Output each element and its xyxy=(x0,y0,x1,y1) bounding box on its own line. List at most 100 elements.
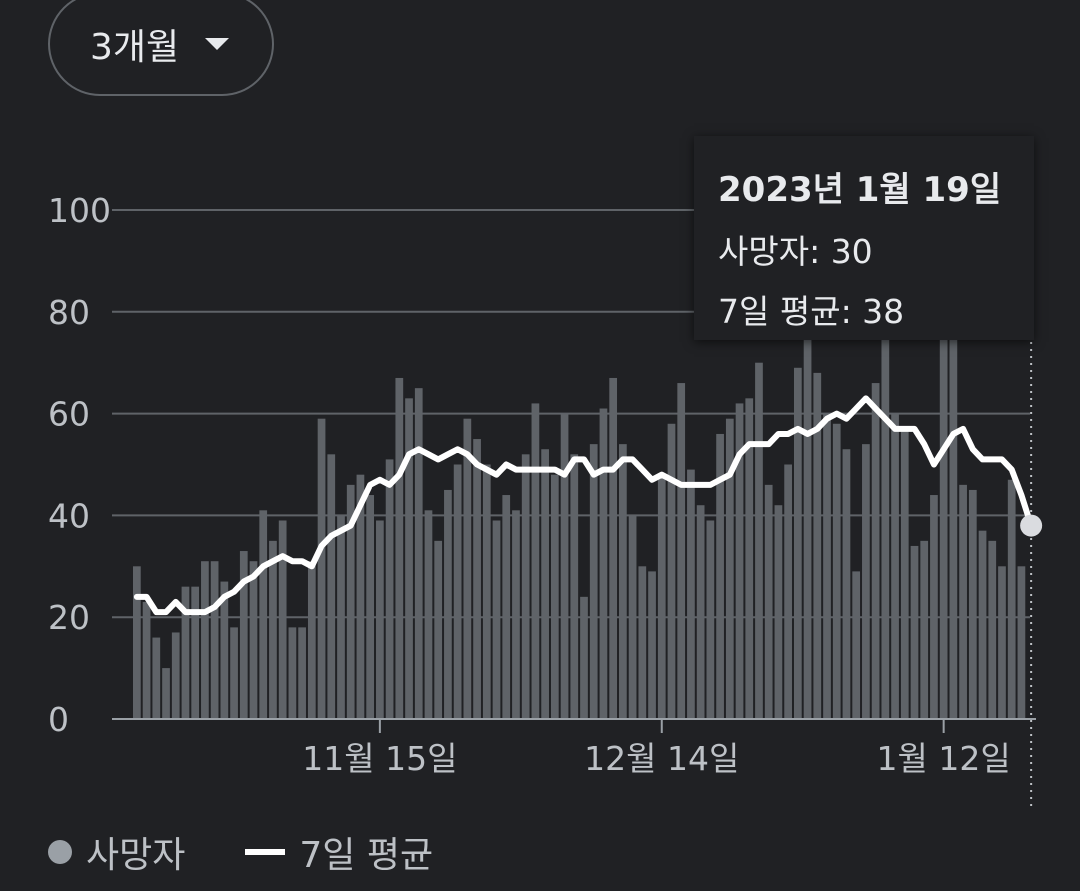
bar xyxy=(492,520,501,719)
bar xyxy=(434,540,443,719)
bar xyxy=(764,484,773,719)
bar xyxy=(298,627,306,719)
bar xyxy=(259,510,268,719)
bar xyxy=(706,520,715,719)
bar xyxy=(239,551,248,719)
bar xyxy=(395,377,404,719)
bar xyxy=(210,561,219,719)
bar xyxy=(881,337,890,719)
bar xyxy=(755,362,763,719)
bar xyxy=(696,505,705,719)
chart-legend: 사망자 7일 평균 xyxy=(48,826,433,878)
bar xyxy=(366,495,375,719)
bar xyxy=(230,627,238,719)
bar xyxy=(716,433,724,719)
bar xyxy=(512,510,520,719)
bar xyxy=(968,489,977,719)
range-selector-button[interactable]: 3개월 xyxy=(48,0,274,96)
bar xyxy=(531,403,540,719)
bar xyxy=(570,454,579,719)
bar xyxy=(745,398,754,719)
bar xyxy=(463,418,472,719)
bar xyxy=(288,627,297,719)
tooltip-average: 7일 평균: 38 xyxy=(718,292,905,331)
bar xyxy=(550,474,559,719)
bar xyxy=(201,561,209,719)
bar xyxy=(862,444,870,719)
bar xyxy=(599,408,608,719)
bar xyxy=(424,510,433,719)
highlight-point xyxy=(1020,514,1043,537)
bar xyxy=(269,540,277,719)
bar xyxy=(444,489,452,719)
bar xyxy=(628,515,637,719)
bar xyxy=(657,474,666,719)
bar xyxy=(667,423,676,719)
bar xyxy=(133,566,141,719)
average-line xyxy=(133,395,1035,616)
bar xyxy=(385,459,394,719)
bar xyxy=(220,581,229,719)
bar xyxy=(619,444,627,719)
bar xyxy=(307,561,316,719)
bar xyxy=(1017,566,1026,719)
bar xyxy=(959,484,967,719)
bar xyxy=(949,286,958,719)
caret-down-icon xyxy=(205,38,230,50)
bar xyxy=(580,596,588,719)
bar xyxy=(560,413,569,719)
y-tick-label: 100 xyxy=(48,191,111,230)
bar xyxy=(871,383,880,719)
bar xyxy=(152,637,161,719)
legend-deaths-swatch xyxy=(48,840,72,864)
bar xyxy=(541,449,549,719)
bar xyxy=(988,540,997,719)
bar xyxy=(142,601,151,719)
bar xyxy=(930,495,938,719)
bar xyxy=(687,469,695,719)
bar xyxy=(725,418,734,719)
bar xyxy=(793,367,802,719)
x-tick-label: 1월 12일 xyxy=(877,739,1011,778)
bar xyxy=(191,586,200,719)
bar xyxy=(453,464,462,719)
bar xyxy=(803,337,812,719)
bar xyxy=(327,454,336,719)
y-tick-label: 0 xyxy=(48,700,69,739)
bar xyxy=(823,413,831,719)
bar xyxy=(181,586,190,719)
bar xyxy=(414,388,423,719)
tooltip-date: 2023년 1월 19일 xyxy=(718,170,1002,210)
bar xyxy=(337,515,345,719)
bar xyxy=(638,566,647,719)
bar xyxy=(278,520,287,719)
bar xyxy=(609,377,618,719)
legend-deaths-label: 사망자 xyxy=(86,835,186,876)
bar xyxy=(162,668,170,719)
bar xyxy=(735,403,744,719)
tooltip-deaths: 사망자: 30 xyxy=(718,232,873,271)
bar xyxy=(473,439,481,719)
bar xyxy=(589,444,598,719)
bar xyxy=(784,464,792,719)
bar xyxy=(1007,479,1016,719)
bar xyxy=(648,571,656,719)
y-tick-label: 80 xyxy=(48,293,90,332)
x-tick-label: 12월 14일 xyxy=(584,739,739,778)
bar xyxy=(376,520,384,719)
bar xyxy=(852,571,861,719)
bar xyxy=(502,495,511,719)
bar xyxy=(171,632,180,719)
bar xyxy=(978,530,987,719)
y-tick-label: 60 xyxy=(48,395,90,434)
bar xyxy=(317,418,326,719)
bar xyxy=(813,372,822,719)
bar xyxy=(900,428,909,719)
bar xyxy=(356,474,365,719)
bar xyxy=(677,383,686,719)
chart-tooltip: 2023년 1월 19일 사망자: 30 7일 평균: 38 xyxy=(694,136,1034,340)
bar xyxy=(998,566,1006,719)
bar xyxy=(521,454,530,719)
bar xyxy=(346,484,355,719)
